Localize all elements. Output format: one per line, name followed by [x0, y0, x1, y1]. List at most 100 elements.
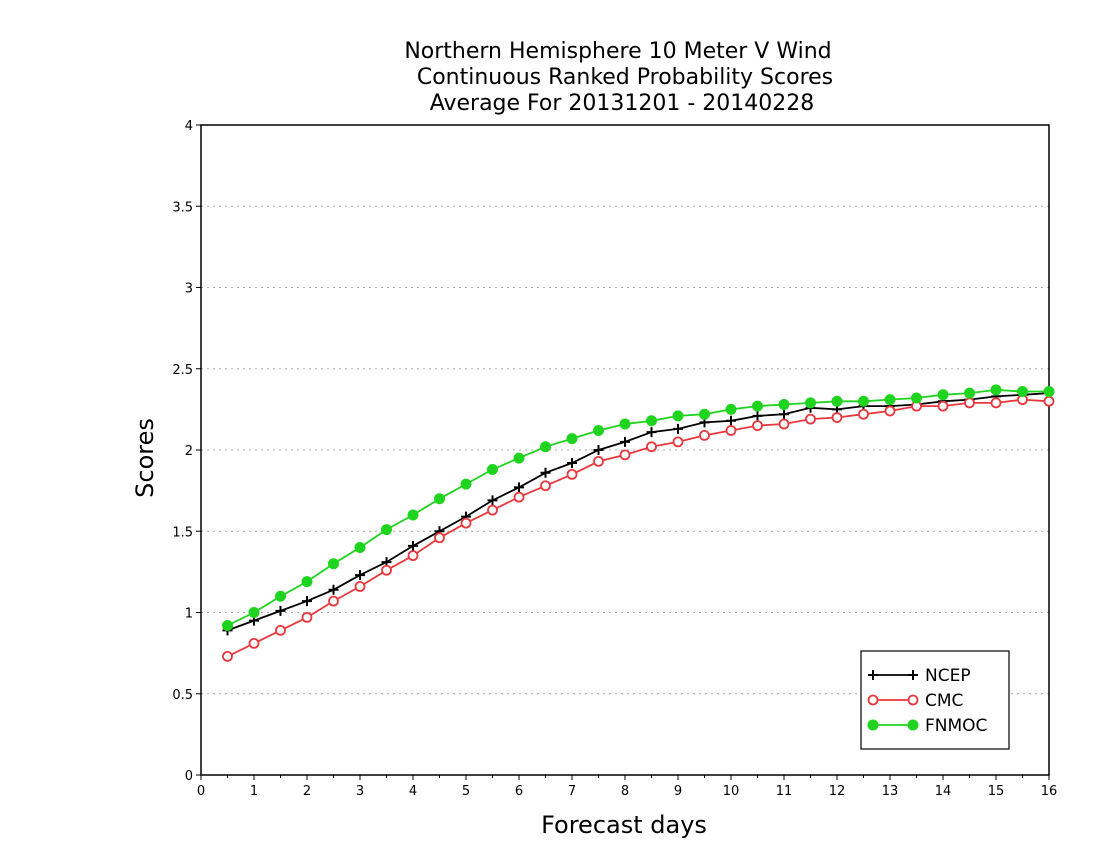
x-tick-label: 6	[515, 784, 523, 799]
plus-marker	[540, 467, 551, 478]
filled-circle-marker	[1017, 386, 1028, 397]
open-circle-marker	[434, 532, 445, 544]
x-tick-label: 16	[1041, 784, 1058, 799]
plus-marker	[275, 605, 286, 616]
open-circle-marker	[540, 480, 551, 492]
plus-marker	[302, 596, 312, 607]
legend-entries: NCEP CMC FNMOC	[867, 666, 987, 736]
filled-circle-marker	[381, 524, 392, 536]
filled-circle-marker	[672, 410, 684, 422]
x-tick-label: 8	[621, 784, 629, 799]
plus-marker	[752, 410, 763, 421]
x-axis-label: Forecast days	[541, 811, 707, 839]
x-tick-label: 0	[197, 784, 205, 799]
x-tick-label: 15	[988, 784, 1005, 799]
plus-marker	[868, 670, 878, 680]
filled-circle-marker	[593, 425, 604, 436]
filled-circle-marker	[487, 464, 498, 475]
filled-circle-marker	[646, 415, 657, 427]
open-circle-marker	[867, 694, 879, 706]
filled-circle-marker	[540, 441, 551, 453]
open-circle-marker	[301, 611, 313, 623]
filled-circle-marker	[858, 395, 869, 407]
x-axis: 0 1 2 3 4 5 6 7 8 9 10 11 12 13 14 15 16	[197, 775, 1057, 799]
open-circle-marker	[752, 420, 763, 432]
open-circle-marker	[248, 637, 260, 649]
x-tick-label: 4	[409, 784, 417, 799]
open-circle-marker	[407, 550, 419, 562]
filled-circle-marker	[990, 384, 1002, 396]
open-circle-marker	[858, 408, 869, 420]
x-tick-label: 9	[674, 784, 682, 799]
y-tick-label: 2	[185, 444, 193, 459]
plus-marker	[673, 423, 683, 434]
filled-circle-marker	[805, 397, 816, 409]
plus-marker	[408, 540, 418, 551]
open-circle-marker	[354, 581, 366, 592]
open-circle-marker	[222, 650, 233, 662]
open-circle-marker	[778, 418, 790, 430]
filled-circle-marker	[434, 493, 445, 505]
plus-marker	[487, 495, 498, 506]
open-circle-marker	[1043, 395, 1055, 407]
filled-circle-marker	[328, 558, 339, 570]
open-circle-marker	[487, 504, 498, 516]
y-tick-label: 0.5	[172, 688, 193, 703]
filled-circle-marker	[778, 399, 790, 410]
series-fnmoc	[222, 384, 1055, 631]
open-circle-marker	[699, 429, 710, 441]
legend-label: NCEP	[925, 666, 971, 686]
filled-circle-marker	[867, 719, 879, 731]
filled-circle-marker	[301, 576, 313, 588]
plus-marker	[328, 584, 339, 595]
series-line-ncep	[227, 392, 1050, 632]
open-circle-marker	[672, 436, 684, 448]
filled-circle-marker	[566, 433, 578, 445]
open-circle-marker	[884, 405, 896, 417]
x-tick-label: 10	[723, 784, 740, 799]
open-circle-marker	[619, 449, 631, 461]
legend-entry-cmc: CMC	[867, 691, 963, 711]
filled-circle-marker	[725, 403, 737, 415]
y-tick-label: 1.5	[172, 525, 193, 540]
plus-marker	[514, 482, 524, 493]
filled-circle-marker	[248, 607, 260, 618]
filled-circle-marker	[699, 408, 710, 420]
open-circle-marker	[907, 694, 919, 706]
open-circle-marker	[646, 441, 657, 453]
plus-marker	[620, 436, 630, 447]
x-tick-label: 12	[829, 784, 846, 799]
series-layer	[222, 384, 1055, 662]
open-circle-marker	[328, 595, 339, 607]
open-circle-marker	[990, 397, 1002, 409]
filled-circle-marker	[911, 392, 922, 404]
legend-entry-ncep: NCEP	[868, 666, 971, 686]
series-line-fnmoc	[227, 388, 1049, 627]
x-tick-label: 7	[568, 784, 576, 799]
open-circle-marker	[725, 425, 737, 436]
y-tick-label: 2.5	[172, 363, 193, 378]
title-line-2: Continuous Ranked Probability Scores	[417, 65, 833, 90]
filled-circle-marker	[619, 418, 631, 430]
x-tick-label: 5	[462, 784, 470, 799]
plus-marker	[779, 409, 789, 420]
open-circle-marker	[460, 517, 472, 529]
y-axis-label: Scores	[131, 418, 159, 498]
x-tick-label: 11	[776, 784, 793, 799]
chart-title: Northern Hemisphere 10 Meter V Wind Cont…	[404, 39, 833, 116]
plus-marker	[726, 415, 736, 426]
filled-circle-marker	[275, 590, 286, 602]
y-tick-label: 3	[185, 282, 193, 297]
filled-circle-marker	[1043, 386, 1055, 397]
legend-label: FNMOC	[925, 716, 987, 736]
series-cmc	[222, 394, 1055, 662]
x-tick-label: 1	[250, 784, 258, 799]
x-tick-label: 13	[882, 784, 899, 799]
filled-circle-marker	[222, 620, 233, 631]
plus-marker	[646, 427, 657, 438]
title-line-1: Northern Hemisphere 10 Meter V Wind	[404, 39, 831, 64]
filled-circle-marker	[752, 400, 763, 412]
title-line-3: Average For 20131201 - 20140228	[430, 91, 815, 116]
legend-label: CMC	[925, 691, 963, 711]
